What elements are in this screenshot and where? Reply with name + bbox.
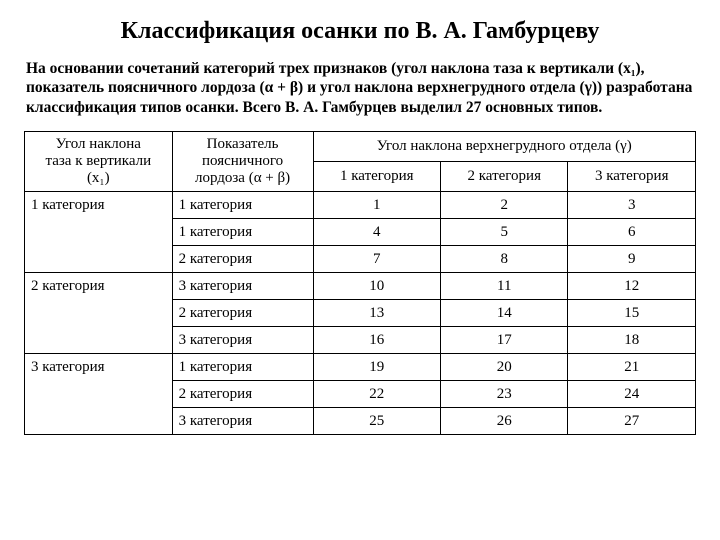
table-row: 1 категория 1 категория 1 2 3 (25, 192, 696, 219)
table-row: 2 категория 3 категория 10 11 12 (25, 273, 696, 300)
header-sub1: 1 категория (313, 162, 440, 192)
cell: 26 (441, 408, 568, 435)
group-label: 1 категория (25, 192, 173, 273)
cell: 22 (313, 381, 440, 408)
cell: 13 (313, 300, 440, 327)
row-col2: 1 категория (172, 354, 313, 381)
header-col1-l3: (x₁) (87, 170, 110, 186)
cell: 19 (313, 354, 440, 381)
group-label: 3 категория (25, 354, 173, 435)
cell: 12 (568, 273, 696, 300)
cell: 16 (313, 327, 440, 354)
cell: 6 (568, 219, 696, 246)
cell: 24 (568, 381, 696, 408)
cell: 11 (441, 273, 568, 300)
row-col2: 3 категория (172, 273, 313, 300)
cell: 2 (441, 192, 568, 219)
cell: 23 (441, 381, 568, 408)
group-label: 2 категория (25, 273, 173, 354)
page-title: Классификация осанки по В. А. Гамбурцеву (24, 18, 696, 45)
cell: 25 (313, 408, 440, 435)
cell: 20 (441, 354, 568, 381)
header-col2-l1: Показатель (207, 136, 279, 152)
header-col2-l3: лордоза (α + β) (195, 170, 290, 186)
cell: 15 (568, 300, 696, 327)
cell: 8 (441, 246, 568, 273)
header-col1-l1: Угол наклона (56, 136, 141, 152)
intro-paragraph: На основании сочетаний категорий трех пр… (26, 59, 694, 117)
table-row: 3 категория 1 категория 19 20 21 (25, 354, 696, 381)
cell: 17 (441, 327, 568, 354)
cell: 14 (441, 300, 568, 327)
row-col2: 1 категория (172, 219, 313, 246)
header-merge: Угол наклона верхнегрудного отдела (γ) (313, 132, 695, 162)
cell: 27 (568, 408, 696, 435)
header-sub2: 2 категория (441, 162, 568, 192)
row-col2: 2 категория (172, 246, 313, 273)
row-col2: 1 категория (172, 192, 313, 219)
header-col1: Угол наклона таза к вертикали (x₁) (25, 132, 173, 192)
cell: 10 (313, 273, 440, 300)
cell: 21 (568, 354, 696, 381)
row-col2: 2 категория (172, 300, 313, 327)
header-col2: Показатель поясничного лордоза (α + β) (172, 132, 313, 192)
cell: 3 (568, 192, 696, 219)
cell: 9 (568, 246, 696, 273)
cell: 7 (313, 246, 440, 273)
header-col1-l2: таза к вертикали (45, 153, 151, 169)
header-col2-l2: поясничного (202, 153, 283, 169)
cell: 4 (313, 219, 440, 246)
classification-table: Угол наклона таза к вертикали (x₁) Показ… (24, 131, 696, 435)
cell: 5 (441, 219, 568, 246)
header-sub3: 3 категория (568, 162, 696, 192)
row-col2: 2 категория (172, 381, 313, 408)
cell: 1 (313, 192, 440, 219)
row-col2: 3 категория (172, 327, 313, 354)
row-col2: 3 категория (172, 408, 313, 435)
cell: 18 (568, 327, 696, 354)
